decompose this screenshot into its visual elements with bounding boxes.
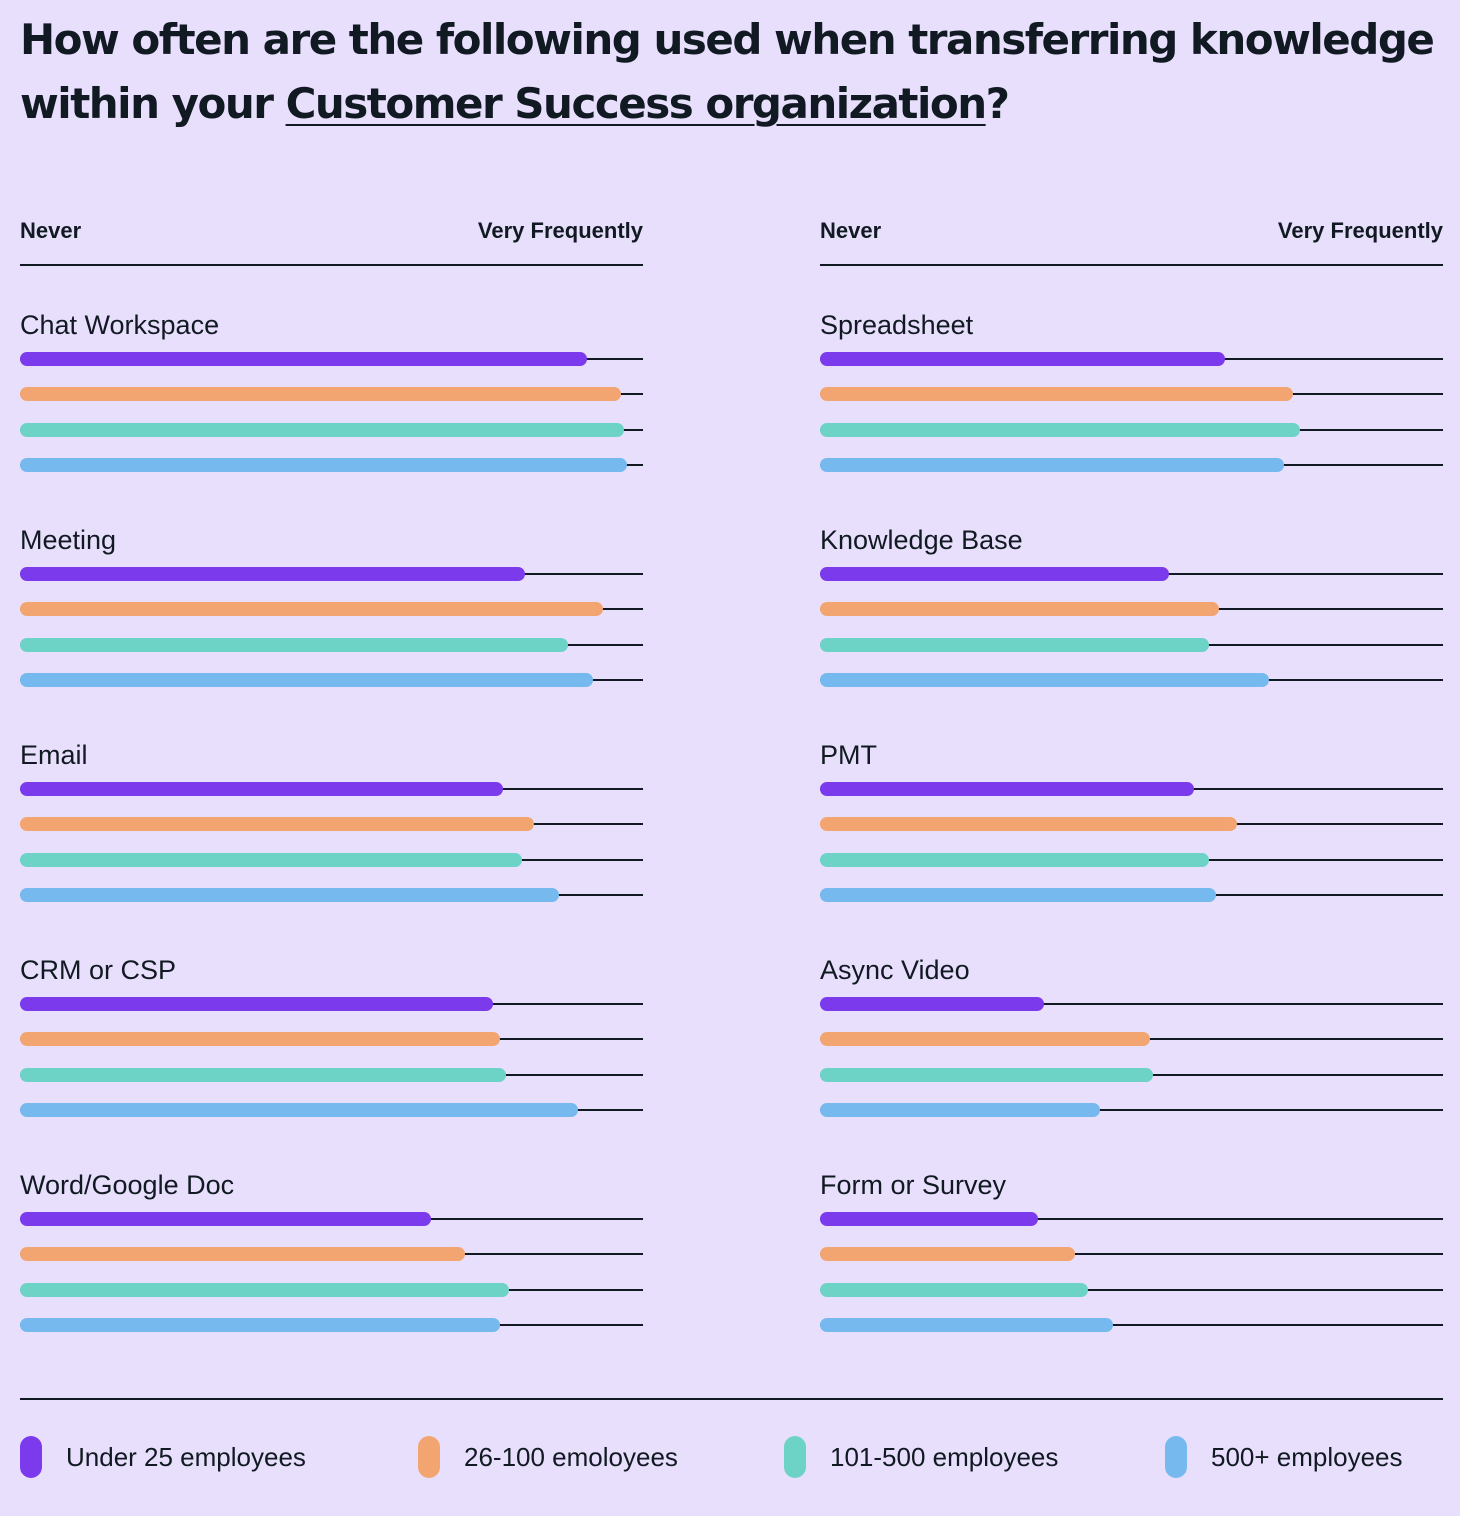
bar-101-500 — [20, 638, 568, 652]
category-group: Spreadsheet — [820, 308, 1443, 508]
bar-under-25 — [20, 1212, 431, 1226]
bar-500-plus — [20, 673, 593, 687]
bar-under-25 — [820, 782, 1194, 796]
bar-under-25 — [20, 352, 587, 366]
bar-26-100 — [820, 817, 1237, 831]
category-group: Word/Google Doc — [20, 1168, 643, 1368]
category-group: Async Video — [820, 953, 1443, 1153]
legend-label: 101-500 employees — [830, 1441, 1059, 1472]
legend-item-500-plus: 500+ employees — [1165, 1436, 1403, 1478]
bar-101-500 — [820, 853, 1209, 867]
page-title: How often are the following used when tr… — [20, 8, 1440, 136]
scale-min-label: Never — [820, 218, 882, 243]
category-label: Chat Workspace — [20, 310, 220, 340]
legend-label: 26-100 emoloyees — [464, 1441, 678, 1472]
bar-500-plus — [820, 1318, 1113, 1332]
legend-item-26-100: 26-100 emoloyees — [418, 1436, 678, 1478]
category-label: Form or Survey — [820, 1170, 1007, 1200]
bar-under-25 — [820, 1212, 1038, 1226]
category-label: CRM or CSP — [20, 955, 177, 985]
bar-26-100 — [20, 817, 534, 831]
chart-panel-right: Never Very Frequently Spreadsheet Knowled… — [820, 0, 1443, 1380]
bar-under-25 — [20, 997, 493, 1011]
category-label: Email — [20, 740, 88, 770]
category-group: Chat Workspace — [20, 308, 643, 508]
legend-swatch — [784, 1436, 806, 1478]
bar-26-100 — [20, 602, 603, 616]
category-group: PMT — [820, 738, 1443, 938]
bar-under-25 — [820, 352, 1225, 366]
bar-500-plus — [820, 888, 1216, 902]
bar-track — [820, 1109, 1443, 1111]
legend-swatch — [1165, 1436, 1187, 1478]
bar-26-100 — [820, 1247, 1075, 1261]
title-text: How often are the following used when tr… — [20, 15, 1435, 128]
bar-500-plus — [820, 673, 1269, 687]
category-label: Meeting — [20, 525, 117, 555]
bar-track — [820, 1289, 1443, 1291]
bar-101-500 — [820, 638, 1209, 652]
category-label: Spreadsheet — [820, 310, 974, 340]
legend-label: 500+ employees — [1211, 1441, 1403, 1472]
category-label: Async Video — [820, 955, 970, 985]
scale-min-label: Never — [20, 218, 82, 243]
category-group: Knowledge Base — [820, 523, 1443, 723]
bar-under-25 — [20, 782, 503, 796]
bar-101-500 — [20, 1068, 506, 1082]
bar-101-500 — [820, 1283, 1088, 1297]
bar-101-500 — [20, 423, 624, 437]
bar-500-plus — [20, 1318, 500, 1332]
legend-swatch — [20, 1436, 42, 1478]
bar-26-100 — [20, 1247, 465, 1261]
category-group: Email — [20, 738, 643, 938]
bar-26-100 — [820, 602, 1219, 616]
scale-axis-line — [20, 264, 643, 266]
category-label: PMT — [820, 740, 877, 770]
bar-26-100 — [20, 387, 621, 401]
bar-under-25 — [20, 567, 525, 581]
bar-500-plus — [20, 1103, 578, 1117]
legend-swatch — [418, 1436, 440, 1478]
bar-101-500 — [820, 1068, 1153, 1082]
bar-101-500 — [820, 423, 1300, 437]
title-highlight: Customer Success organization — [285, 79, 988, 128]
bar-26-100 — [820, 1032, 1150, 1046]
bar-under-25 — [820, 997, 1044, 1011]
bar-101-500 — [20, 1283, 509, 1297]
legend-divider — [20, 1398, 1443, 1400]
legend-item-under-25: Under 25 employees — [20, 1436, 306, 1478]
bar-500-plus — [20, 888, 559, 902]
category-group: CRM or CSP — [20, 953, 643, 1153]
category-label: Word/Google Doc — [20, 1170, 235, 1200]
bar-track — [820, 1218, 1443, 1220]
bar-500-plus — [20, 458, 627, 472]
bar-500-plus — [820, 1103, 1100, 1117]
legend-item-101-500: 101-500 employees — [784, 1436, 1058, 1478]
category-group: Meeting — [20, 523, 643, 723]
scale-max-label: Very Frequently — [1277, 218, 1443, 243]
bar-track — [820, 1253, 1443, 1255]
bar-track — [820, 1324, 1443, 1326]
bar-under-25 — [820, 567, 1169, 581]
category-group: Form or Survey — [820, 1168, 1443, 1368]
bar-500-plus — [820, 458, 1284, 472]
bar-26-100 — [20, 1032, 500, 1046]
scale-max-label: Very Frequently — [477, 218, 643, 243]
legend-label: Under 25 employees — [66, 1441, 306, 1472]
bar-26-100 — [820, 387, 1293, 401]
scale-axis-line — [820, 264, 1443, 266]
category-label: Knowledge Base — [820, 525, 1023, 555]
chart-panel-left: Never Very Frequently Chat Workspace Meet… — [20, 0, 643, 1380]
bar-101-500 — [20, 853, 522, 867]
bar-track — [820, 1003, 1443, 1005]
title-suffix: ? — [985, 79, 1010, 128]
